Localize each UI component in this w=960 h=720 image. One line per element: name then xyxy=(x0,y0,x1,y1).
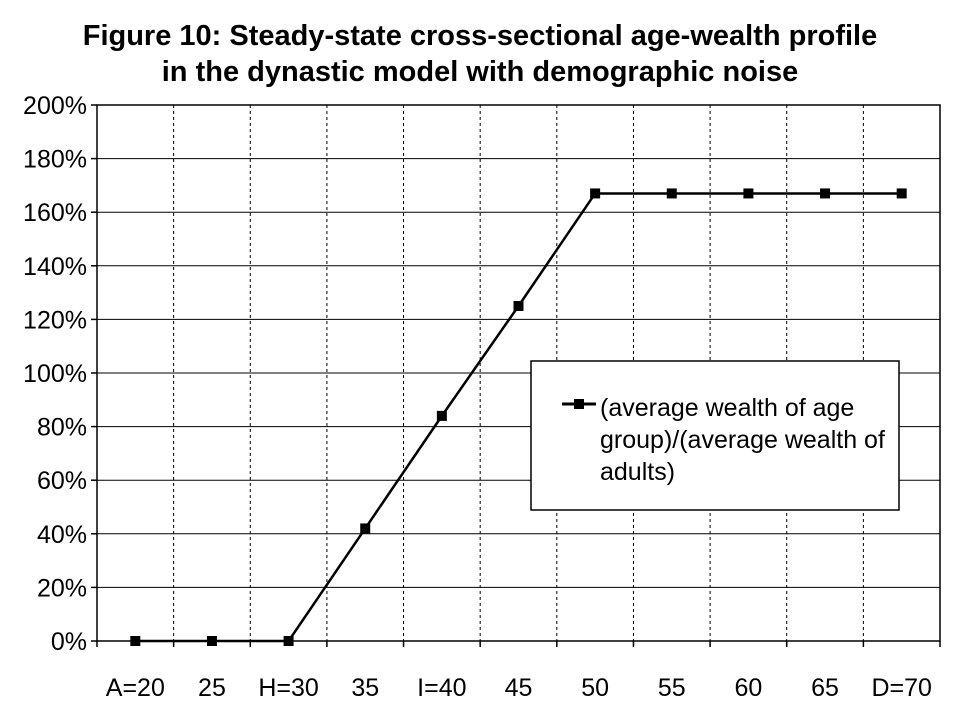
x-tick-label: H=30 xyxy=(258,674,318,702)
data-point-marker xyxy=(206,636,217,646)
y-tick-label: 40% xyxy=(37,521,87,549)
y-tick-label: 0% xyxy=(51,628,87,656)
series-layer xyxy=(130,188,907,646)
y-tick-label: 20% xyxy=(37,574,87,602)
legend: (average wealth of age group)/(average w… xyxy=(530,360,900,511)
data-point-marker xyxy=(896,188,907,199)
chart-title: Figure 10: Steady-state cross-sectional … xyxy=(0,18,960,90)
data-point-marker xyxy=(513,301,524,311)
y-tick-label: 100% xyxy=(23,360,87,388)
x-axis: A=20 25 H=30 35 I=40 45 50 55 60 65 D=70 xyxy=(96,641,941,702)
data-point-marker xyxy=(743,188,754,199)
x-tick-label: 35 xyxy=(351,674,379,702)
x-tick-label: 60 xyxy=(735,674,763,702)
y-tick-label: 60% xyxy=(37,467,87,495)
chart-title-line-1: Figure 10: Steady-state cross-sectional … xyxy=(82,20,878,52)
legend-label-line-1: (average wealth of age xyxy=(600,394,854,422)
data-point-marker xyxy=(436,410,447,421)
legend-label-line-3: adults) xyxy=(600,458,675,486)
x-tick-label: 25 xyxy=(198,674,226,702)
legend-marker xyxy=(574,399,584,409)
x-tick-label: A=20 xyxy=(106,674,165,702)
chart-title-line-2: in the dynastic model with demographic n… xyxy=(161,56,799,88)
y-axis: 0% 20% 40% 60% 80% 100% 120% 140% 160% 180% 200% xyxy=(23,92,97,656)
data-point-marker xyxy=(666,188,677,199)
x-tick-label: 65 xyxy=(811,674,839,702)
data-point-marker xyxy=(130,636,141,646)
x-tick-label: 55 xyxy=(658,674,686,702)
y-tick-label: 200% xyxy=(23,92,87,120)
data-point-marker xyxy=(590,188,601,199)
y-tick-label: 180% xyxy=(23,146,87,174)
x-tick-label: I=40 xyxy=(417,674,466,702)
y-tick-label: 140% xyxy=(23,253,87,281)
data-point-marker xyxy=(820,188,831,199)
grid-layer xyxy=(97,105,940,641)
x-tick-label: 50 xyxy=(581,674,609,702)
y-tick-label: 120% xyxy=(23,306,87,334)
data-point-marker xyxy=(283,636,294,646)
data-point-marker xyxy=(360,523,371,534)
y-tick-label: 80% xyxy=(37,414,87,442)
legend-label-line-2: group)/(average wealth of xyxy=(600,426,885,454)
y-tick-label: 160% xyxy=(23,199,87,227)
x-tick-label: 45 xyxy=(505,674,533,702)
legend-box xyxy=(530,360,900,511)
x-tick-label: D=70 xyxy=(871,674,931,702)
